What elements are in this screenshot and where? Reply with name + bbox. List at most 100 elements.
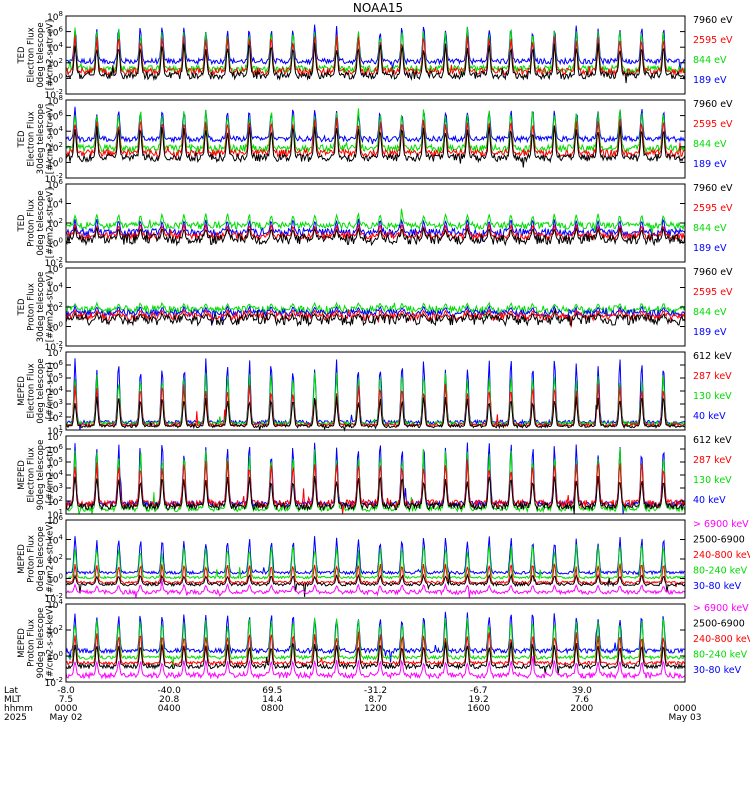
x-tick-label: 0000	[55, 704, 78, 714]
panel-6-ytick-label: 101	[47, 508, 63, 521]
panel-7-legend-entry: 80-240 keV	[693, 566, 748, 577]
panel-6-ytick-label: 103	[47, 482, 63, 495]
panel-5-legend-entry: 130 keV	[693, 391, 732, 402]
x-tick-label: -40.0	[158, 686, 182, 696]
x-row-label: hhmm	[4, 704, 33, 714]
panel-7-ytick-label: 100	[47, 573, 63, 586]
panel-6-ylabel: MEPEDElectron Flux90deg telescope[#/cm2-…	[17, 440, 56, 511]
panel-7-ytick-label: 106	[47, 514, 63, 527]
panel-1-legend-entry: 189 eV	[693, 75, 727, 86]
panel-3-series-2	[65, 218, 686, 242]
panel-4-legend-entry: 7960 eV	[693, 267, 733, 278]
panel-8-series-3	[65, 631, 686, 667]
panel-5-ytick-label: 107	[47, 346, 63, 359]
panel-2-ytick-label: 106	[47, 110, 63, 123]
panel-7-legend-entry: 30-80 keV	[693, 581, 742, 592]
panel-6-legend-entry: 287 keV	[693, 455, 732, 466]
panel-6-legend-entry: 40 keV	[693, 495, 726, 506]
x-tick-label: -31.2	[364, 686, 387, 696]
panel-1-legend-entry: 2595 eV	[693, 35, 733, 46]
x-row-label: Lat	[4, 686, 19, 696]
panel-2-series-4	[65, 126, 686, 168]
panel-6-ytick-label: 102	[47, 495, 63, 508]
panel-7-series-1	[65, 536, 686, 576]
panel-5-ylabel: MEPEDElectron Flux0deg telescope[#/cm2-s…	[17, 358, 56, 423]
panel-6-ytick-label: 106	[47, 443, 63, 456]
x-tick-label: 1200	[364, 704, 387, 714]
panel-5-series-4	[65, 396, 686, 432]
x-tick-label: 7.5	[59, 695, 73, 705]
panel-8-legend-entry: 80-240 keV	[693, 650, 748, 661]
panel-8-legend-entry: > 6900 keV	[693, 603, 749, 614]
panel-1-series-1	[65, 24, 686, 72]
x-tick-label: 20.8	[159, 695, 179, 705]
panel-1-ytick-label: 106	[47, 26, 63, 39]
panel-6-legend-entry: 612 keV	[693, 435, 732, 446]
panel-7-series-3	[65, 563, 686, 588]
panel-1-series-4	[65, 42, 686, 84]
panel-8-ylabel: MEPEDProton Flux90deg telescope[#/cm2-s-…	[17, 606, 56, 681]
panel-4-legend-entry: 189 eV	[693, 327, 727, 338]
x-row-label: 2025	[4, 713, 27, 723]
panel-3-ytick-label: 104	[47, 198, 63, 211]
panel-8-legend-entry: 2500-6900	[693, 619, 745, 630]
panel-6-series-4	[65, 475, 686, 515]
panel-8-frame	[65, 603, 686, 683]
panel-2-ytick-label: 102	[47, 141, 63, 154]
panel-2-series-2	[65, 108, 686, 155]
panel-1-ytick-label: 102	[47, 57, 63, 70]
panel-5-ytick-label: 103	[47, 398, 63, 411]
panel-5-series-1	[65, 358, 686, 431]
panel-8-ytick-label: 102	[47, 624, 63, 637]
panel-7-series-5	[65, 579, 686, 599]
x-row-label: MLT	[4, 695, 22, 705]
x-tick-label: -8.0	[57, 686, 75, 696]
x-tick-label: 69.5	[262, 686, 282, 696]
panel-8-series-2	[65, 617, 686, 668]
panel-2-series-3	[65, 117, 686, 161]
panel-7-ytick-label: 104	[47, 534, 63, 547]
panel-2-ytick-label: 104	[47, 125, 63, 138]
x-tick-label: 39.0	[572, 686, 592, 696]
panel-7-ytick-label: 10-2	[45, 592, 63, 605]
panel-1-legend-entry: 7960 eV	[693, 15, 733, 26]
x-tick-label: 0000	[674, 704, 697, 714]
panel-3-ytick-label: 106	[47, 178, 63, 191]
panel-7-series-2	[65, 544, 686, 581]
panel-3-legend-entry: 189 eV	[693, 243, 727, 254]
panel-2-ytick-label: 100	[47, 156, 63, 169]
panel-4-ylabel: TEDProton Flux30deg telescope[#/cm2-s-st…	[17, 272, 56, 343]
panel-7-legend-entry: > 6900 keV	[693, 519, 749, 530]
x-tick-label: 14.4	[262, 695, 282, 705]
chart-title: NOAA15	[353, 1, 403, 15]
panel-4-series-1	[65, 301, 686, 319]
panel-1-series-2	[65, 27, 686, 75]
panel-8-ytick-label: 104	[47, 598, 63, 611]
panel-1-frame	[65, 15, 686, 95]
panel-2-legend-entry: 7960 eV	[693, 99, 733, 110]
panel-3-series-4	[65, 226, 686, 247]
panel-5-ytick-label: 101	[47, 424, 63, 437]
panel-5-legend-entry: 40 keV	[693, 411, 726, 422]
panel-1-ytick-label: 100	[47, 72, 63, 85]
panel-6-ytick-label: 105	[47, 456, 63, 469]
panel-7-ytick-label: 102	[47, 553, 63, 566]
panel-2-ytick-label: 10-2	[45, 172, 63, 185]
x-tick-label: 7.6	[575, 695, 590, 705]
panel-5-legend-entry: 612 keV	[693, 351, 732, 362]
panel-4-legend-entry: 844 eV	[693, 307, 727, 318]
panel-3-ylabel: TEDProton Flux0deg telescope[#/cm2-s-str…	[17, 188, 56, 258]
panel-1-ytick-label: 10-2	[45, 88, 63, 101]
panel-2-series-1	[65, 106, 686, 145]
panel-4-legend-entry: 2595 eV	[693, 287, 733, 298]
x-tick-label: 1600	[467, 704, 490, 714]
x-tick-label: 0800	[261, 704, 284, 714]
panel-5-ytick-label: 104	[47, 385, 63, 398]
x-tick-label: May 02	[50, 713, 83, 723]
